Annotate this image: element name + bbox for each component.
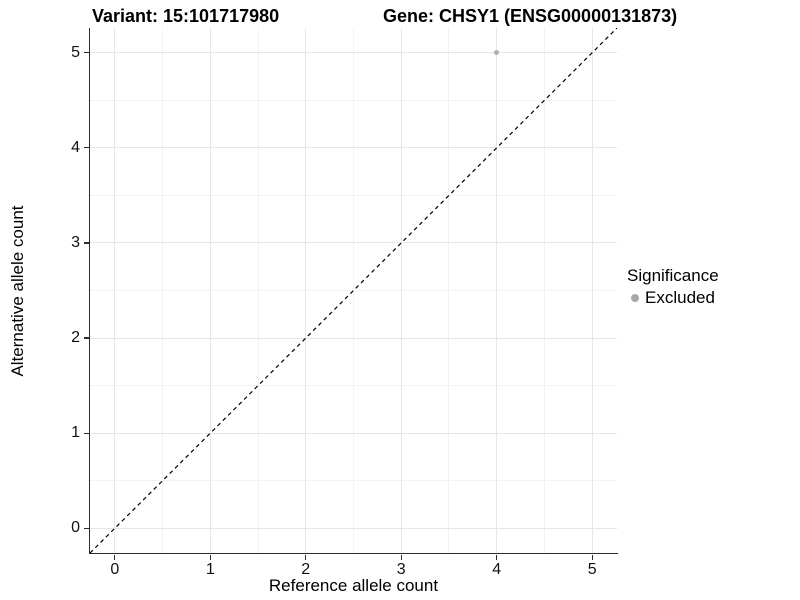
gridline-minor-h: [90, 194, 617, 196]
x-axis-line: [88, 552, 618, 554]
y-tick-label: 4: [71, 138, 80, 156]
gridline-major-v: [400, 28, 402, 553]
gridline-major-h: [90, 52, 617, 54]
x-tick-label: 4: [492, 561, 502, 578]
y-axis-title: Alternative allele count: [8, 205, 27, 377]
x-tick-label: 2: [301, 561, 311, 578]
y-tick-label: 2: [71, 329, 80, 347]
y-tick-label: 0: [71, 519, 80, 537]
gridline-minor-h: [90, 385, 617, 387]
x-tick-mark: [400, 554, 402, 560]
y-tick-mark: [83, 147, 89, 149]
gridline-major-h: [90, 432, 617, 434]
legend-item-excluded: Excluded: [627, 287, 719, 309]
gridline-major-v: [305, 28, 307, 553]
x-tick-mark: [591, 554, 593, 560]
gridline-major-v: [114, 28, 116, 553]
gridline-minor-h: [90, 290, 617, 291]
plot-panel: [90, 28, 617, 553]
gridline-minor-h: [90, 480, 617, 482]
x-axis-title: Reference allele count: [268, 576, 439, 595]
plot-title-gene: Gene: CHSY1 (ENSG00000131873): [383, 6, 678, 26]
y-tick-label: 1: [71, 424, 80, 442]
identity-line-layer: [90, 28, 617, 553]
x-tick-label: 5: [587, 561, 597, 578]
y-tick-mark: [83, 527, 89, 529]
y-tick-label: 3: [71, 233, 80, 251]
x-tick-label: 0: [110, 561, 120, 578]
legend: Significance Excluded: [627, 265, 719, 309]
x-tick-mark: [496, 554, 498, 560]
data-point: [494, 50, 500, 56]
x-tick-mark: [305, 554, 307, 560]
gridline-major-h: [90, 337, 617, 339]
gridline-major-h: [90, 147, 617, 149]
plot-title-variant: Variant: 15:101717980: [92, 6, 280, 26]
x-tick-mark: [209, 554, 211, 560]
y-tick-mark: [83, 337, 89, 339]
y-tick-mark: [83, 242, 89, 244]
legend-key-dot-icon: [631, 294, 639, 302]
y-axis-line: [88, 28, 90, 554]
y-tick-mark: [83, 432, 89, 434]
identity-line: [90, 28, 617, 553]
y-tick-mark: [83, 52, 89, 54]
legend-item-label: Excluded: [645, 288, 715, 307]
x-tick-mark: [114, 554, 116, 560]
gridline-major-v: [209, 28, 211, 553]
gridline-minor-h: [90, 99, 617, 101]
gridline-major-v: [496, 28, 498, 553]
x-tick-label: 1: [205, 561, 215, 578]
legend-title: Significance: [627, 266, 719, 285]
x-tick-label: 3: [396, 561, 406, 578]
gridline-major-v: [591, 28, 593, 553]
y-tick-label: 5: [71, 43, 80, 61]
gridline-major-h: [90, 242, 617, 244]
gridline-major-h: [90, 527, 617, 529]
